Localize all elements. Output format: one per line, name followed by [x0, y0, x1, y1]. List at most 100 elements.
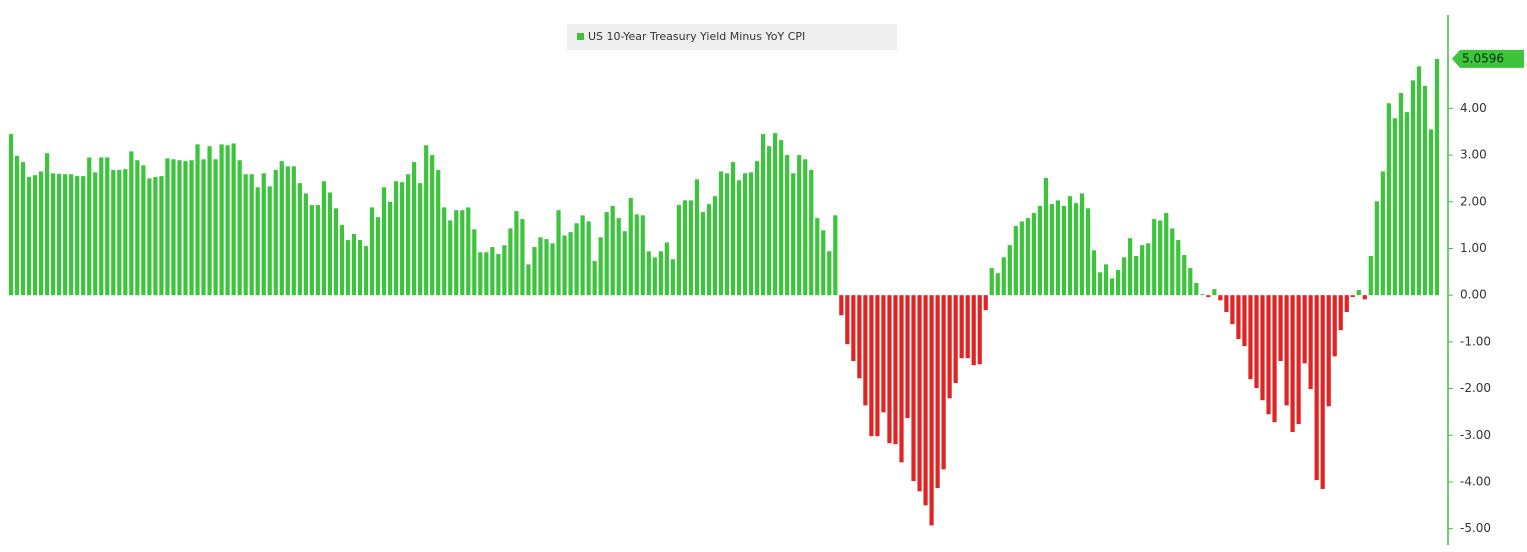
- bar: [1368, 255, 1373, 296]
- bar: [1025, 218, 1030, 296]
- bar: [1344, 295, 1349, 312]
- bar: [688, 200, 694, 296]
- bar: [1194, 283, 1199, 296]
- bar: [971, 295, 976, 366]
- bar: [351, 234, 357, 296]
- bar: [532, 247, 537, 296]
- bar: [436, 170, 441, 296]
- y-tick-label: -4.00: [1460, 474, 1491, 488]
- bar: [327, 192, 333, 296]
- bar: [1049, 204, 1055, 296]
- bar: [544, 239, 549, 296]
- bar: [303, 193, 308, 296]
- bar: [1272, 295, 1277, 423]
- legend-swatch: [577, 33, 584, 40]
- bar: [1061, 205, 1067, 296]
- bar: [1224, 295, 1229, 312]
- bar: [484, 252, 489, 296]
- bar: [14, 156, 20, 296]
- bar: [147, 178, 152, 296]
- bar: [1434, 58, 1440, 296]
- bar: [646, 251, 651, 296]
- bar: [1326, 295, 1331, 407]
- bar: [580, 215, 585, 296]
- bar: [526, 264, 531, 296]
- bar: [875, 295, 880, 437]
- y-tick-label: 0.00: [1460, 288, 1487, 302]
- last-value-label: 5.0596: [1462, 51, 1504, 65]
- bar: [75, 176, 80, 296]
- bar: [1037, 205, 1042, 296]
- bar: [315, 205, 320, 296]
- bar: [827, 251, 832, 296]
- bar: [1392, 118, 1397, 296]
- bar: [634, 214, 639, 296]
- bar: [454, 210, 459, 296]
- bar: [1182, 255, 1187, 296]
- bar: [38, 171, 44, 296]
- bar: [730, 162, 736, 296]
- bar: [63, 174, 68, 296]
- bar: [1362, 295, 1367, 300]
- bar: [562, 235, 567, 296]
- bar: [851, 295, 856, 362]
- y-tick-label: -2.00: [1460, 381, 1491, 395]
- bar: [496, 254, 501, 296]
- bar: [995, 273, 1000, 296]
- bar: [99, 157, 104, 296]
- bar: [153, 177, 158, 296]
- bar: [261, 173, 266, 296]
- bar: [117, 170, 122, 296]
- bar: [502, 245, 507, 296]
- bar: [129, 151, 134, 296]
- bar: [448, 220, 453, 296]
- bar: [1122, 257, 1127, 296]
- bar: [1212, 289, 1217, 296]
- bar: [1128, 238, 1133, 296]
- bar: [628, 198, 633, 296]
- bar: [514, 211, 519, 296]
- bar: [1404, 112, 1410, 296]
- bar: [1374, 201, 1379, 296]
- bar: [1380, 171, 1385, 296]
- bar: [1152, 219, 1157, 296]
- bar: [1308, 295, 1313, 390]
- bar: [1043, 177, 1049, 296]
- bar: [1055, 200, 1061, 296]
- bar: [803, 159, 808, 296]
- bar: [1284, 295, 1289, 406]
- bar: [1073, 203, 1079, 296]
- bar: [779, 140, 784, 296]
- bar: [1146, 243, 1151, 296]
- bar: [1230, 295, 1235, 325]
- bar: [797, 155, 802, 296]
- bar: [1236, 295, 1241, 340]
- bar: [881, 295, 886, 413]
- bar: [57, 173, 62, 296]
- bar: [598, 237, 603, 296]
- bar: [1416, 66, 1422, 296]
- bar: [700, 212, 706, 296]
- bar: [682, 200, 687, 296]
- bar: [748, 172, 754, 296]
- bar: [165, 158, 170, 296]
- bar: [869, 295, 874, 437]
- bar: [1338, 295, 1343, 331]
- bar: [1266, 295, 1271, 415]
- bar: [201, 159, 206, 296]
- bar: [345, 240, 351, 296]
- bar: [1296, 295, 1301, 425]
- bar: [712, 196, 718, 296]
- bar: [923, 295, 928, 506]
- bar: [1109, 278, 1115, 296]
- bar: [183, 161, 188, 296]
- bar: [1242, 295, 1247, 347]
- bar: [291, 166, 296, 296]
- bar: [568, 232, 573, 296]
- bar: [983, 295, 988, 311]
- bar: [845, 295, 850, 345]
- bar: [1158, 220, 1163, 296]
- bar: [430, 155, 435, 296]
- bar: [26, 177, 32, 296]
- bar: [953, 295, 958, 383]
